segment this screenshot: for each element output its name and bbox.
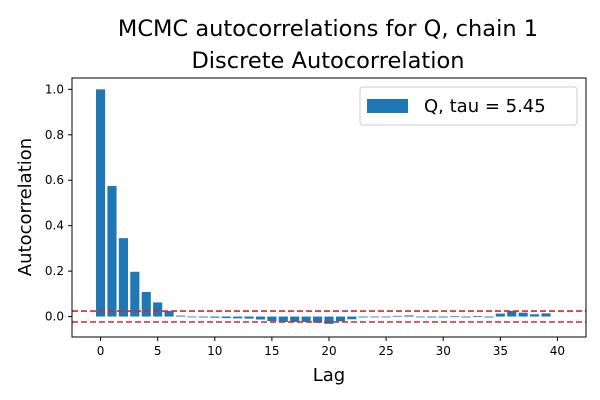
bar-lag-39 [541,313,551,317]
y-tick-label: 0.4 [45,219,64,233]
bar-lag-13 [244,316,254,319]
bar-lag-23 [358,316,368,318]
bar-lag-35 [495,313,505,317]
chart-title: MCMC autocorrelations for Q, chain 1 [118,16,538,42]
bar-lag-7 [175,315,186,317]
bar-lag-24 [370,316,380,318]
x-tick-label: 35 [493,344,508,358]
bar-lag-14 [255,316,266,320]
bar-lag-25 [381,316,391,318]
bar-lag-3 [130,271,140,317]
x-axis-ticks: 0 5 10 15 20 25 30 35 40 [97,337,565,358]
bar-lag-12 [233,316,243,319]
bar-lag-2 [118,238,128,317]
x-tick-label: 25 [378,344,393,358]
bar-lag-17 [290,316,300,323]
x-tick-label: 20 [321,344,336,358]
legend-label: Q, tau = 5.45 [424,96,546,117]
bar-lag-38 [530,314,540,317]
x-tick-label: 5 [154,344,162,358]
bar-lag-34 [484,316,494,318]
y-tick-label: 1.0 [45,82,64,96]
bar-lag-1 [107,185,117,317]
legend-swatch [367,99,408,113]
bar-lag-15 [267,316,277,322]
bar-lag-10 [210,316,220,318]
x-tick-label: 0 [97,344,105,358]
bar-lag-18 [301,316,311,323]
bar-lag-28 [415,316,425,318]
bar-lag-19 [313,316,323,323]
legend-box [359,86,578,126]
bar-lag-37 [518,312,528,317]
bar-lag-20 [324,316,334,324]
bar-lag-21 [335,316,345,322]
x-tick-label: 15 [264,344,279,358]
bar-lag-16 [278,316,288,323]
bar-lag-22 [347,316,357,320]
reference-lines [72,310,586,323]
y-tick-label: 0.0 [45,310,64,324]
legend: Q, tau = 5.45 [359,86,578,126]
y-tick-label: 0.2 [45,264,64,278]
bar-lag-5 [153,302,163,317]
y-axis-label: Autocorrelation [15,138,36,276]
y-axis-ticks: 0.0 0.2 0.4 0.6 0.8 1.0 [45,82,72,324]
bar-lag-33 [472,316,483,317]
bar-lag-26 [392,315,403,317]
chart-subtitle: Discrete Autocorrelation [191,48,464,74]
x-tick-label: 40 [550,344,565,358]
bar-lag-36 [507,310,517,317]
bar-lag-27 [404,315,414,317]
x-tick-label: 30 [436,344,451,358]
bar-lag-29 [427,316,437,318]
bars-group [95,89,551,324]
bar-lag-6 [164,310,174,317]
x-axis-label: Lag [313,365,345,386]
bar-lag-9 [198,316,208,318]
bar-lag-32 [461,316,471,318]
bar-lag-11 [221,316,231,319]
bar-lag-0 [95,89,106,317]
bar-lag-8 [187,316,197,318]
y-tick-label: 0.6 [45,173,64,187]
bar-lag-4 [141,292,151,317]
y-tick-label: 0.8 [45,128,64,142]
bar-lag-30 [438,316,448,318]
bar-lag-31 [450,316,460,318]
x-tick-label: 10 [207,344,222,358]
